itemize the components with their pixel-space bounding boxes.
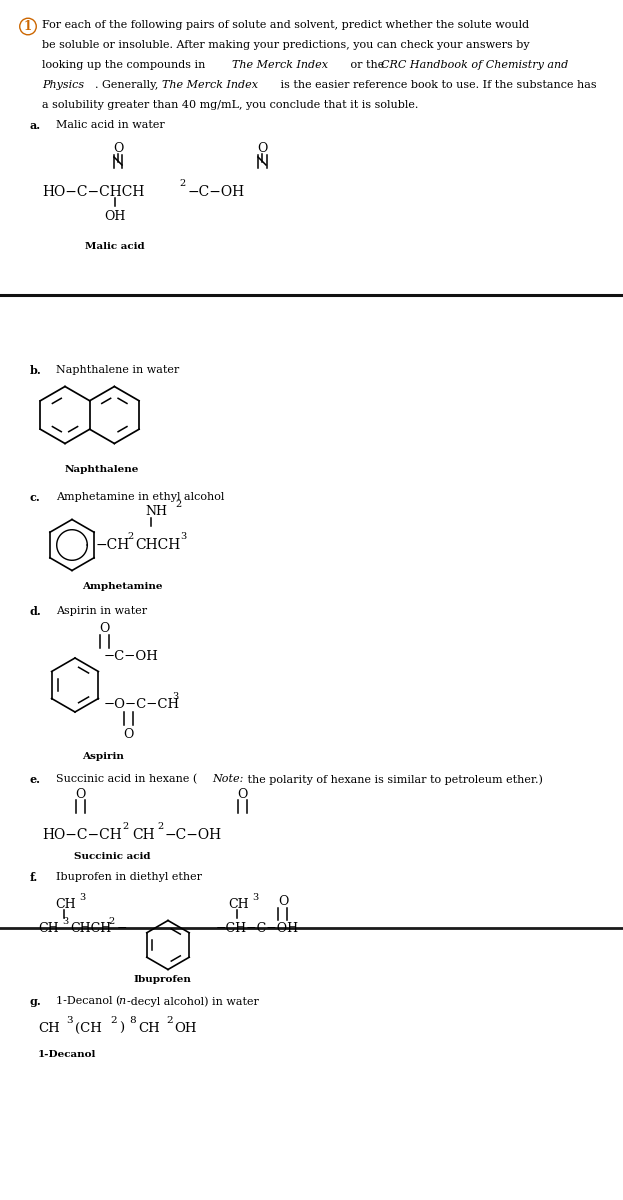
Text: Malic acid in water: Malic acid in water [56, 120, 164, 130]
Text: O: O [257, 142, 267, 155]
Text: 2: 2 [127, 532, 133, 541]
Text: Naphthalene in water: Naphthalene in water [56, 365, 179, 374]
Text: Aspirin in water: Aspirin in water [56, 606, 147, 616]
Text: CH: CH [132, 828, 155, 842]
Text: 3: 3 [172, 692, 178, 701]
Text: −: − [117, 922, 128, 935]
Text: 2: 2 [122, 822, 128, 830]
Text: be soluble or insoluble. After making your predictions, you can check your answe: be soluble or insoluble. After making yo… [42, 40, 530, 50]
Text: O: O [278, 895, 288, 908]
Text: looking up the compounds in: looking up the compounds in [42, 60, 209, 70]
Text: CH: CH [138, 1022, 159, 1034]
Text: NH: NH [145, 505, 167, 518]
Text: O: O [113, 142, 123, 155]
Text: CH: CH [228, 898, 249, 911]
Text: O: O [237, 788, 247, 802]
Text: −O−C−CH: −O−C−CH [104, 698, 180, 710]
Text: 1-Decanol (: 1-Decanol ( [56, 996, 120, 1007]
Text: the polarity of hexane is similar to petroleum ether.): the polarity of hexane is similar to pet… [244, 774, 543, 785]
Text: OH: OH [174, 1022, 196, 1034]
Text: 3: 3 [62, 917, 69, 926]
Text: CRC Handbook of Chemistry and: CRC Handbook of Chemistry and [381, 60, 568, 70]
Text: Amphetamine in ethyl alcohol: Amphetamine in ethyl alcohol [56, 492, 224, 502]
Text: Ibuprofen: Ibuprofen [133, 974, 191, 984]
Text: a.: a. [30, 120, 41, 131]
Text: Aspirin: Aspirin [82, 752, 124, 761]
Text: (CH: (CH [75, 1022, 102, 1034]
Text: CHCH: CHCH [135, 538, 180, 552]
Text: 3: 3 [252, 893, 259, 902]
Text: O: O [123, 728, 133, 740]
Text: CH: CH [38, 1022, 60, 1034]
Text: CH: CH [55, 898, 75, 911]
Text: b.: b. [30, 365, 42, 376]
Text: For each of the following pairs of solute and solvent, predict whether the solut: For each of the following pairs of solut… [42, 20, 529, 30]
Text: The Merck Index: The Merck Index [232, 60, 328, 70]
Text: −C−OH: −C−OH [104, 650, 159, 662]
Text: Ibuprofen in diethyl ether: Ibuprofen in diethyl ether [56, 872, 202, 882]
Text: O: O [75, 788, 85, 802]
Text: f.: f. [30, 872, 38, 883]
Text: ): ) [119, 1022, 124, 1034]
Text: d.: d. [30, 606, 42, 617]
Text: Succinic acid in hexane (: Succinic acid in hexane ( [56, 774, 197, 785]
Text: -decyl alcohol) in water: -decyl alcohol) in water [127, 996, 259, 1007]
Text: HO−C−CH: HO−C−CH [42, 828, 121, 842]
Text: HO−C−CHCH: HO−C−CHCH [42, 185, 145, 199]
Text: g.: g. [30, 996, 42, 1007]
Text: Succinic acid: Succinic acid [74, 852, 150, 860]
Text: 1: 1 [24, 20, 32, 32]
Text: 2: 2 [175, 500, 181, 509]
Text: e.: e. [30, 774, 41, 785]
Text: 2: 2 [157, 822, 163, 830]
Text: c.: c. [30, 492, 40, 503]
Text: −C−OH: −C−OH [165, 828, 222, 842]
Text: CHCH: CHCH [70, 922, 112, 935]
Text: Naphthalene: Naphthalene [65, 464, 140, 474]
Text: Amphetamine: Amphetamine [82, 582, 163, 590]
Text: −CH: −CH [96, 538, 130, 552]
Text: a solubility greater than 40 mg/mL, you conclude that it is soluble.: a solubility greater than 40 mg/mL, you … [42, 100, 419, 110]
Text: 1-Decanol: 1-Decanol [38, 1050, 97, 1058]
Text: 2: 2 [179, 179, 185, 188]
Text: is the easier reference book to use. If the substance has: is the easier reference book to use. If … [277, 80, 597, 90]
Text: n: n [118, 996, 125, 1006]
Text: 2: 2 [166, 1016, 173, 1025]
Text: 3: 3 [66, 1016, 73, 1025]
Text: Malic acid: Malic acid [85, 242, 145, 251]
Text: or the: or the [347, 60, 388, 70]
Text: Note:: Note: [212, 774, 244, 784]
Text: 3: 3 [180, 532, 186, 541]
Text: 3: 3 [79, 893, 85, 902]
Text: −CH−C−OH: −CH−C−OH [216, 922, 299, 935]
Text: OH: OH [104, 210, 126, 223]
Text: 8: 8 [129, 1016, 136, 1025]
Text: . Generally,: . Generally, [95, 80, 162, 90]
Text: −C−OH: −C−OH [188, 185, 245, 199]
Text: Physics: Physics [42, 80, 84, 90]
Text: O: O [99, 622, 109, 635]
Text: 2: 2 [110, 1016, 117, 1025]
Text: CH: CH [38, 922, 59, 935]
Text: The Merck Index: The Merck Index [162, 80, 258, 90]
Text: 2: 2 [108, 917, 114, 926]
